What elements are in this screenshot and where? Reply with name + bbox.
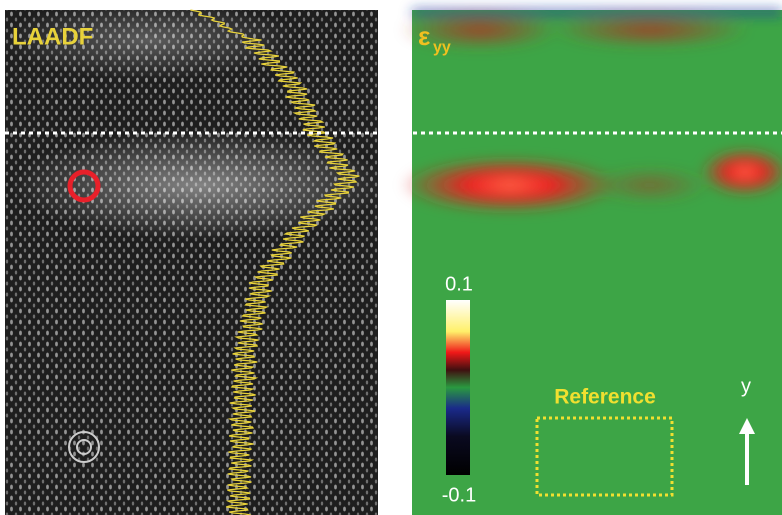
marker-circle — [76, 439, 92, 455]
axis-arrow-head — [739, 418, 755, 434]
reference-label: Reference — [554, 386, 656, 409]
colorbar-min-label: -0.1 — [442, 484, 476, 506]
axis-label: y — [741, 375, 751, 397]
marker-circle — [67, 169, 101, 203]
colorbar-max-label: 0.1 — [445, 273, 473, 295]
intensity-profile — [190, 9, 360, 515]
marker-circle — [68, 431, 100, 463]
panel-label-symbol: ε — [418, 21, 430, 51]
reference-box — [535, 416, 674, 497]
bright-band — [0, 0, 300, 80]
bright-band — [10, 130, 390, 240]
panel-label-subscript: yy — [433, 39, 451, 56]
colorbar — [446, 300, 470, 475]
lattice — [5, 10, 378, 515]
panel-background — [412, 10, 782, 515]
left-panel: LAADF — [0, 0, 390, 515]
right-panel: 0.1 -0.1 Reference y ε yy — [400, 10, 782, 515]
panel-label: LAADF — [12, 23, 93, 50]
